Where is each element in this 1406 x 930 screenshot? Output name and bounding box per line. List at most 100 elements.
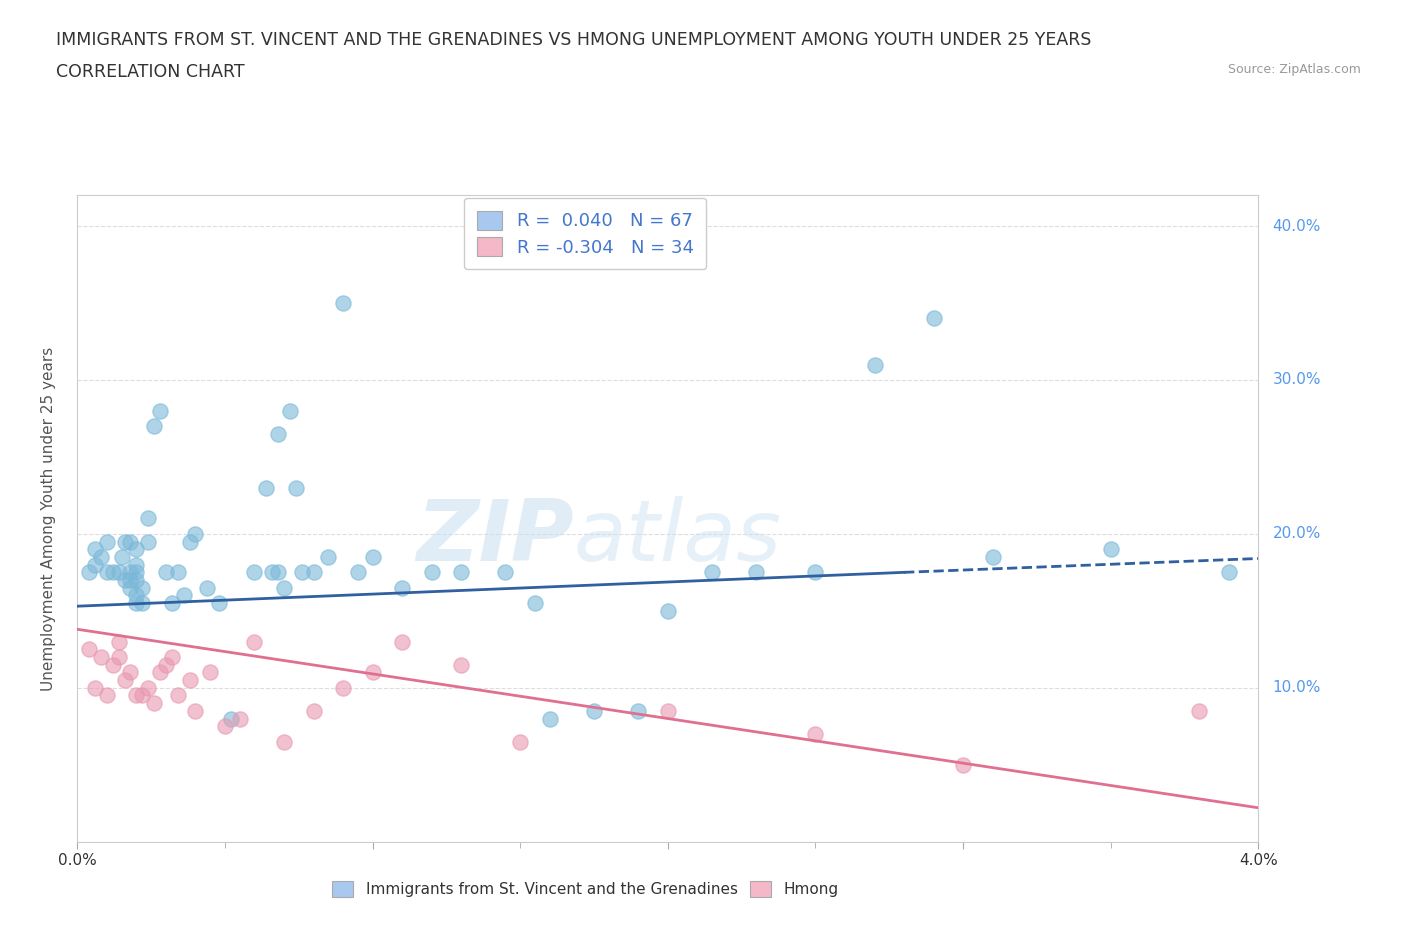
Point: [160, 649, 183, 664]
Point: [179, 534, 201, 549]
Point: [952, 757, 974, 772]
Point: [101, 658, 124, 672]
Point: [125, 557, 148, 572]
Legend: Immigrants from St. Vincent and the Grenadines, Hmong: Immigrants from St. Vincent and the Gren…: [325, 873, 846, 905]
Point: [114, 672, 136, 687]
Point: [136, 512, 159, 526]
Point: [107, 634, 129, 649]
Point: [96, 688, 118, 703]
Point: [120, 573, 142, 588]
Point: [273, 580, 295, 595]
Point: [143, 418, 166, 433]
Text: 30.0%: 30.0%: [1272, 373, 1320, 388]
Point: [125, 573, 148, 588]
Text: ZIP: ZIP: [416, 497, 574, 579]
Y-axis label: Unemployment Among Youth under 25 years: Unemployment Among Youth under 25 years: [42, 346, 56, 691]
Point: [120, 565, 142, 579]
Point: [143, 696, 166, 711]
Point: [450, 565, 472, 579]
Point: [346, 565, 368, 579]
Point: [863, 357, 886, 372]
Point: [120, 580, 142, 595]
Text: 10.0%: 10.0%: [1272, 680, 1320, 696]
Point: [114, 573, 136, 588]
Text: CORRELATION CHART: CORRELATION CHART: [56, 63, 245, 81]
Point: [332, 296, 354, 311]
Point: [84, 681, 107, 696]
Text: Source: ZipAtlas.com: Source: ZipAtlas.com: [1227, 63, 1361, 76]
Point: [243, 634, 266, 649]
Point: [111, 550, 132, 565]
Point: [184, 526, 207, 541]
Point: [509, 734, 531, 749]
Point: [166, 688, 188, 703]
Point: [179, 672, 201, 687]
Point: [318, 550, 340, 565]
Point: [131, 596, 153, 611]
Point: [332, 681, 354, 696]
Point: [160, 596, 183, 611]
Point: [804, 565, 827, 579]
Point: [184, 703, 207, 718]
Point: [627, 703, 650, 718]
Point: [1099, 542, 1122, 557]
Point: [120, 665, 142, 680]
Point: [583, 703, 606, 718]
Point: [101, 565, 124, 579]
Point: [981, 550, 1004, 565]
Point: [166, 565, 188, 579]
Point: [131, 688, 153, 703]
Text: IMMIGRANTS FROM ST. VINCENT AND THE GRENADINES VS HMONG UNEMPLOYMENT AMONG YOUTH: IMMIGRANTS FROM ST. VINCENT AND THE GREN…: [56, 31, 1091, 48]
Point: [96, 534, 118, 549]
Point: [262, 565, 284, 579]
Point: [125, 588, 148, 603]
Point: [243, 565, 266, 579]
Point: [219, 711, 242, 726]
Point: [278, 404, 301, 418]
Point: [125, 565, 148, 579]
Point: [131, 580, 153, 595]
Point: [200, 665, 222, 680]
Point: [702, 565, 724, 579]
Text: 20.0%: 20.0%: [1272, 526, 1320, 541]
Point: [125, 596, 148, 611]
Point: [495, 565, 517, 579]
Point: [136, 534, 159, 549]
Point: [173, 588, 195, 603]
Point: [107, 649, 129, 664]
Point: [657, 604, 679, 618]
Point: [267, 565, 290, 579]
Point: [267, 426, 290, 441]
Point: [77, 565, 100, 579]
Point: [361, 550, 384, 565]
Point: [149, 665, 172, 680]
Point: [804, 726, 827, 741]
Point: [745, 565, 768, 579]
Point: [90, 550, 112, 565]
Point: [208, 596, 231, 611]
Point: [90, 649, 112, 664]
Point: [120, 534, 142, 549]
Text: atlas: atlas: [574, 497, 782, 579]
Point: [922, 311, 945, 325]
Point: [228, 711, 252, 726]
Point: [538, 711, 561, 726]
Text: 40.0%: 40.0%: [1272, 219, 1320, 233]
Point: [214, 719, 236, 734]
Point: [125, 688, 148, 703]
Point: [361, 665, 384, 680]
Point: [657, 703, 679, 718]
Point: [107, 565, 129, 579]
Point: [391, 580, 413, 595]
Point: [149, 404, 172, 418]
Point: [77, 642, 100, 657]
Point: [195, 580, 218, 595]
Point: [125, 542, 148, 557]
Point: [114, 534, 136, 549]
Point: [291, 565, 314, 579]
Point: [84, 542, 107, 557]
Point: [155, 658, 177, 672]
Point: [84, 557, 107, 572]
Point: [302, 703, 325, 718]
Point: [1218, 565, 1240, 579]
